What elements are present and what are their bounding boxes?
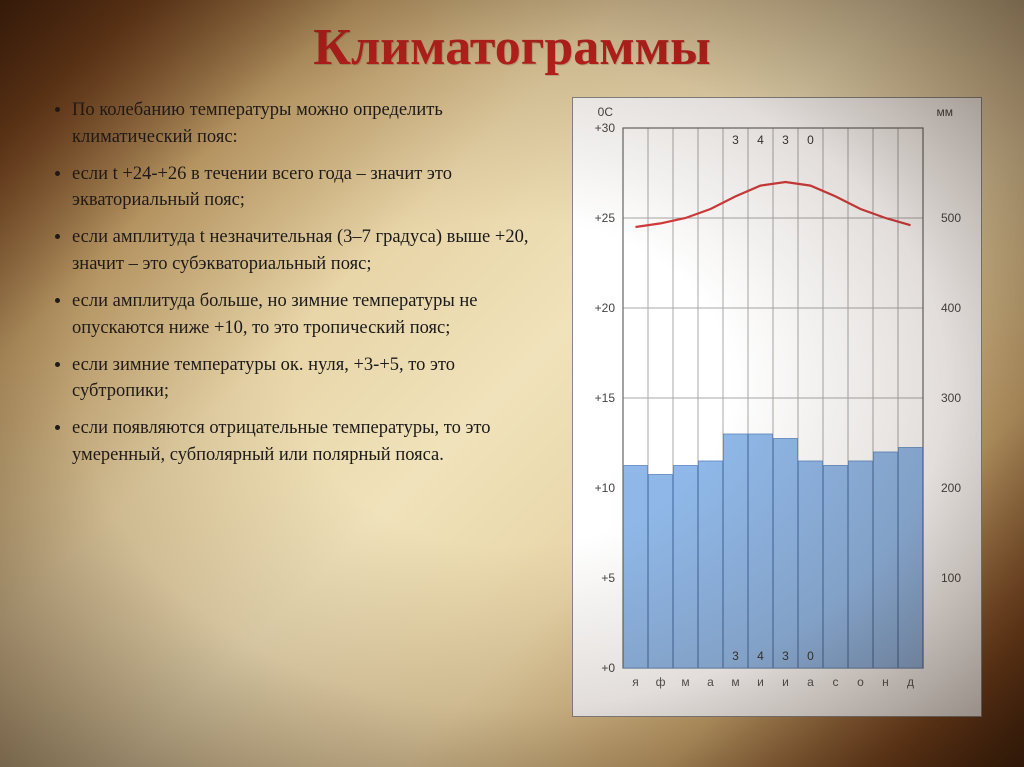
svg-text:+5: +5	[601, 571, 615, 585]
svg-text:3: 3	[732, 133, 739, 147]
svg-text:200: 200	[941, 481, 961, 495]
svg-text:3: 3	[732, 649, 739, 663]
svg-text:+0: +0	[601, 661, 615, 675]
svg-text:н: н	[882, 675, 889, 689]
svg-text:а: а	[807, 675, 814, 689]
svg-text:м: м	[681, 675, 689, 689]
svg-text:300: 300	[941, 391, 961, 405]
svg-text:+30: +30	[595, 121, 616, 135]
page-title: Климатограммы	[0, 0, 1024, 77]
climatogram-chart: 0C+30+25+20+15+10+5+0мм50040030020010034…	[572, 97, 982, 717]
svg-text:+15: +15	[595, 391, 616, 405]
svg-text:о: о	[857, 675, 864, 689]
svg-text:и: и	[782, 675, 789, 689]
bullet-item: если t +24-+26 в течении всего года – зн…	[72, 161, 550, 215]
svg-text:+10: +10	[595, 481, 616, 495]
svg-text:3: 3	[782, 649, 789, 663]
bullet-item: если зимние температуры ок. нуля, +3-+5,…	[72, 352, 550, 406]
svg-text:ф: ф	[656, 675, 666, 689]
svg-text:а: а	[707, 675, 714, 689]
svg-text:я: я	[632, 675, 639, 689]
bullet-item: если амплитуда больше, но зимние темпера…	[72, 288, 550, 342]
bullet-item: По колебанию температуры можно определит…	[72, 97, 550, 151]
content-row: По колебанию температуры можно определит…	[0, 77, 1024, 717]
svg-text:+25: +25	[595, 211, 616, 225]
svg-text:0: 0	[807, 133, 814, 147]
svg-text:д: д	[907, 675, 914, 689]
bullet-item: если появляются отрицательные температур…	[72, 415, 550, 469]
svg-text:400: 400	[941, 301, 961, 315]
svg-text:3: 3	[782, 133, 789, 147]
svg-text:м: м	[731, 675, 739, 689]
svg-text:мм: мм	[937, 105, 954, 119]
svg-text:и: и	[757, 675, 764, 689]
svg-text:0C: 0C	[598, 105, 614, 119]
bullet-item: если амплитуда t незначительная (3–7 гра…	[72, 224, 550, 278]
svg-text:100: 100	[941, 571, 961, 585]
svg-text:4: 4	[757, 649, 764, 663]
svg-text:0: 0	[807, 649, 814, 663]
svg-text:+20: +20	[595, 301, 616, 315]
svg-text:с: с	[833, 675, 839, 689]
bullet-list: По колебанию температуры можно определит…	[50, 97, 550, 717]
svg-text:4: 4	[757, 133, 764, 147]
chart-wrap: 0C+30+25+20+15+10+5+0мм50040030020010034…	[560, 97, 994, 717]
svg-text:500: 500	[941, 211, 961, 225]
